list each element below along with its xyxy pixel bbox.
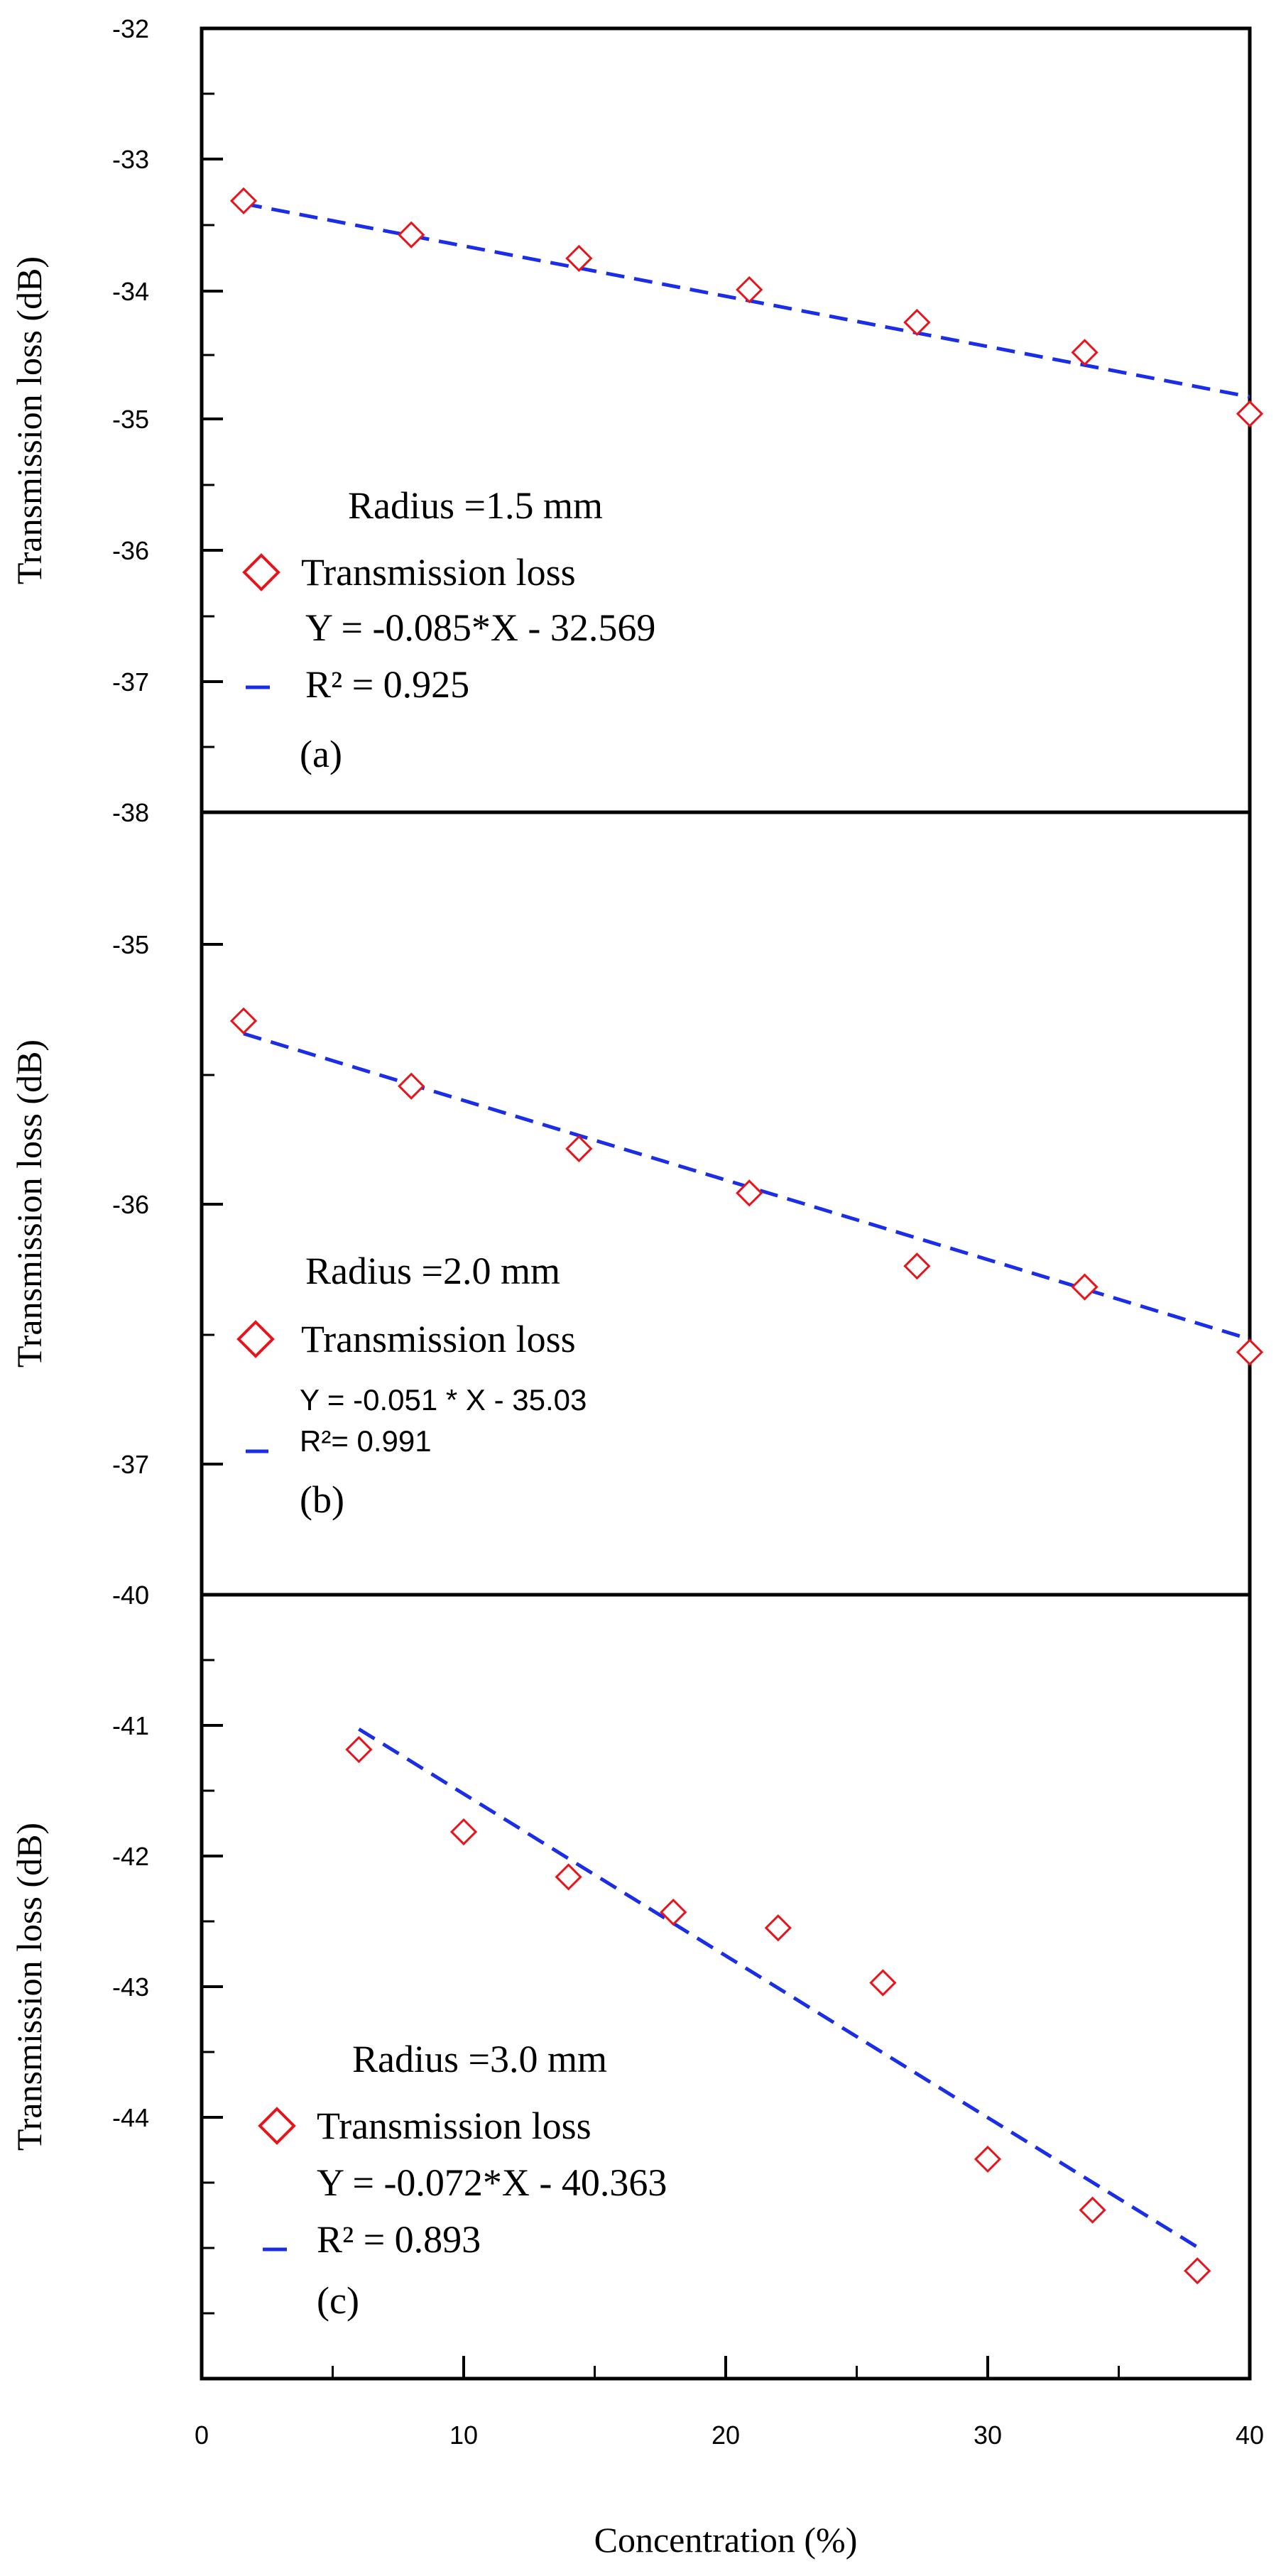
fit-r2: R²= 0.991	[300, 1424, 432, 1458]
panel-label: (c)	[317, 2279, 359, 2322]
legend-marker	[258, 2107, 296, 2145]
data-point	[229, 187, 258, 215]
legend-series-label: Transmission loss	[301, 551, 576, 594]
x-axis-title: Concentration (%)	[594, 2520, 858, 2560]
y-tick-label: -33	[112, 145, 149, 174]
legend-title: Radius =3.0 mm	[352, 2038, 607, 2080]
legend-series-label: Transmission loss	[301, 1318, 576, 1360]
y-tick-label: -35	[112, 405, 149, 434]
fit-r2: R² = 0.893	[317, 2218, 481, 2261]
x-tick-label: 30	[974, 2421, 1002, 2450]
y-tick-label: -40	[112, 1581, 149, 1610]
data-point	[1071, 1273, 1099, 1301]
data-point	[555, 1863, 582, 1891]
data-point	[974, 2145, 1002, 2173]
y-tick-label: -40	[112, 1581, 149, 1610]
data-point	[449, 1818, 478, 1846]
y-tick-label: -38	[112, 798, 149, 827]
y-tick-label: -34	[112, 277, 149, 306]
y-tick-label: -32	[112, 14, 149, 43]
y-tick-label: -43	[112, 1972, 149, 2002]
data-point	[345, 1735, 373, 1764]
data-point	[1071, 339, 1099, 366]
data-point	[903, 1252, 931, 1280]
data-point	[1184, 2257, 1211, 2285]
legend-marker	[242, 553, 280, 591]
y-tick-label: -37	[112, 1450, 149, 1479]
y-axis-title: Transmission loss (dB)	[9, 256, 49, 584]
axes-frame-layer	[200, 26, 1252, 2381]
data-point	[660, 1898, 687, 1926]
data-point	[1079, 2196, 1106, 2224]
data-point	[398, 1072, 425, 1100]
panel-label: (b)	[300, 1478, 344, 1521]
data-point	[736, 275, 763, 304]
legend-title: Radius =2.0 mm	[305, 1250, 560, 1292]
data-point	[869, 1969, 897, 1997]
data-point	[1236, 400, 1264, 427]
panel-frame-2	[200, 1593, 1252, 2381]
y-axis-title: Transmission loss (dB)	[9, 1039, 49, 1368]
legend-marker	[236, 1320, 275, 1358]
data-point	[903, 308, 931, 337]
y-tick-label: -37	[112, 667, 149, 697]
legend-series-label: Transmission loss	[317, 2105, 592, 2147]
y-tick-label: -35	[112, 930, 149, 959]
data-points-layer	[229, 187, 1264, 2285]
text-layer: -32 -33 -34 -35 -36 -37 -38 Transmission loss (…	[9, 14, 1264, 2560]
x-tick-label: 0	[195, 2421, 209, 2450]
panel-label: (a)	[300, 733, 342, 775]
y-tick-label: -36	[112, 536, 149, 565]
ticks-layer	[200, 27, 1251, 2380]
x-tick-label: 10	[449, 2421, 478, 2450]
data-point	[398, 221, 425, 249]
fit-line	[358, 1728, 1199, 2249]
x-tick-label: 20	[712, 2421, 740, 2450]
data-point	[736, 1179, 763, 1207]
panel-frame-1	[200, 810, 1252, 1597]
fit-equation: Y = -0.085*X - 32.569	[305, 606, 655, 649]
data-point	[229, 1007, 258, 1035]
fit-r2: R² = 0.925	[305, 663, 469, 706]
y-tick-label: -42	[112, 1842, 149, 1871]
y-tick-label: -41	[112, 1711, 149, 1740]
fit-equation: Y = -0.072*X - 40.363	[317, 2161, 667, 2204]
data-point	[565, 244, 593, 272]
legend-title: Radius =1.5 mm	[348, 484, 603, 527]
data-point	[1236, 1338, 1264, 1366]
data-point	[565, 1135, 593, 1162]
fit-equation: Y = -0.051 * X - 35.03	[300, 1383, 587, 1417]
y-tick-label: -36	[112, 1190, 149, 1219]
y-tick-label: -44	[112, 2103, 149, 2132]
data-point	[764, 1914, 792, 1942]
y-axis-title: Transmission loss (dB)	[9, 1823, 49, 2151]
x-tick-label: 40	[1236, 2421, 1264, 2450]
